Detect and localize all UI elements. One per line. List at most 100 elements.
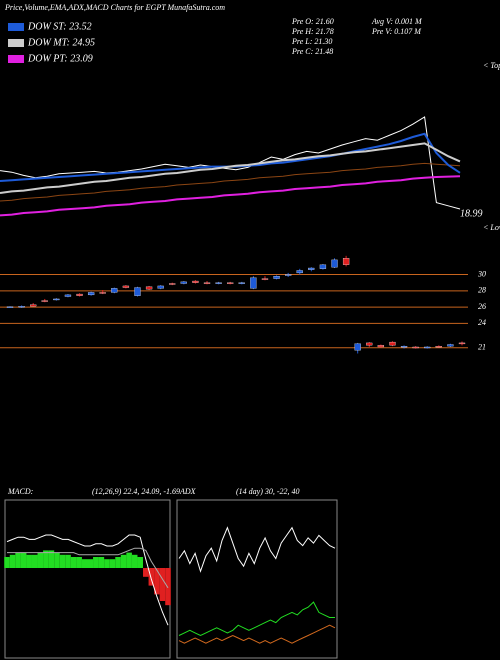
candle-body (134, 287, 141, 296)
legend-swatch (8, 23, 24, 31)
histogram-bar (4, 557, 10, 568)
histogram-bar (37, 552, 44, 568)
adx-title: ADX (179, 487, 197, 496)
histogram-bar (9, 554, 16, 568)
candle-body (203, 282, 211, 284)
series-line (178, 601, 335, 637)
histogram-bar (59, 554, 66, 568)
info-label: Pre O: 21.60 (291, 17, 334, 26)
histogram-bar (98, 557, 105, 568)
histogram-bar (31, 554, 38, 568)
candle-body (285, 274, 292, 276)
lows-label: < Lows (483, 223, 500, 232)
candle-body (319, 264, 327, 269)
info-label: Avg V: 0.001 M (371, 17, 423, 26)
info-label: Pre L: 21.30 (291, 37, 332, 46)
candle-body (308, 267, 315, 270)
histogram-bar (26, 554, 32, 568)
histogram-bar (115, 557, 121, 568)
candle-body (412, 346, 419, 349)
candle-body (331, 259, 338, 268)
last-price-label: 18.99 (460, 208, 483, 219)
tops-label: < Tops (483, 61, 500, 70)
macd-subtitle: (12,26,9) 22.4, 24.09, -1.69 (92, 487, 180, 496)
candle-body (400, 346, 408, 348)
candle-body (377, 345, 385, 348)
candle-body (389, 341, 396, 346)
histogram-bar (126, 552, 132, 568)
histogram-bar (20, 552, 27, 568)
candle-body (157, 285, 164, 289)
legend-swatch (8, 55, 24, 63)
candle-body (447, 344, 454, 347)
candle-body (227, 282, 234, 284)
candle-body (122, 285, 130, 288)
candle-body (180, 281, 187, 284)
series-line (178, 526, 336, 573)
candle-body (169, 283, 176, 285)
candle-body (458, 342, 466, 345)
candle-body (366, 342, 373, 346)
candle-body (296, 270, 303, 274)
histogram-bar (48, 550, 55, 568)
legend-label: DOW ST: 23.52 (27, 21, 92, 32)
candle-body (99, 292, 106, 294)
candle-body (250, 277, 257, 289)
info-label: Pre C: 21.48 (291, 47, 333, 56)
histogram-bar (76, 557, 82, 568)
candle-body (18, 306, 25, 308)
candle-body (111, 288, 118, 293)
candle-body (238, 282, 245, 284)
series-line (0, 142, 461, 194)
legend-label: DOW PT: 23.09 (27, 53, 93, 64)
series-line (7, 547, 169, 589)
chart-title: Price,Volume,EMA,ADX,MACD Charts for EGP… (4, 3, 225, 12)
histogram-bar (159, 568, 166, 601)
candle-body (53, 298, 60, 301)
series-line (0, 132, 461, 182)
series-line (6, 534, 169, 626)
y-tick-label: 24 (478, 318, 486, 327)
candle-body (41, 300, 48, 302)
histogram-bar (165, 568, 171, 606)
series-line (0, 116, 461, 210)
candle-body (424, 346, 431, 349)
histogram-bar (131, 554, 138, 568)
histogram-bar (148, 568, 155, 586)
candle-body (30, 304, 37, 307)
candle-body (76, 293, 83, 296)
adx-panel (176, 499, 338, 659)
candle-body (273, 276, 280, 279)
macd-title: MACD: (7, 487, 34, 496)
adx-subtitle: (14 day) 30, -22, 40 (236, 487, 300, 496)
candle-body (64, 294, 72, 297)
legend-label: DOW MT: 24.95 (27, 37, 95, 48)
histogram-bar (93, 557, 99, 568)
histogram-bar (15, 552, 21, 568)
histogram-bar (120, 554, 127, 568)
histogram-bar (143, 568, 149, 577)
histogram-bar (137, 557, 144, 568)
candle-body (145, 286, 153, 290)
candle-body (435, 346, 442, 348)
candle-body (192, 280, 199, 283)
candle-body (354, 343, 361, 351)
histogram-bar (70, 557, 77, 568)
histogram-bar (154, 568, 160, 595)
legend-swatch (8, 39, 24, 47)
y-tick-label: 26 (478, 302, 486, 311)
candle-body (6, 306, 14, 308)
candle-body (87, 292, 95, 296)
series-line (0, 175, 461, 217)
info-label: Pre V: 0.107 M (371, 27, 422, 36)
y-tick-label: 30 (477, 269, 486, 278)
macd-panel (4, 499, 171, 659)
histogram-bar (104, 559, 110, 568)
histogram-bar (87, 559, 94, 568)
info-label: Pre H: 21.78 (291, 27, 334, 36)
candle-body (215, 282, 222, 284)
series-line (0, 162, 461, 202)
histogram-bar (43, 550, 49, 568)
histogram-bar (81, 559, 88, 568)
